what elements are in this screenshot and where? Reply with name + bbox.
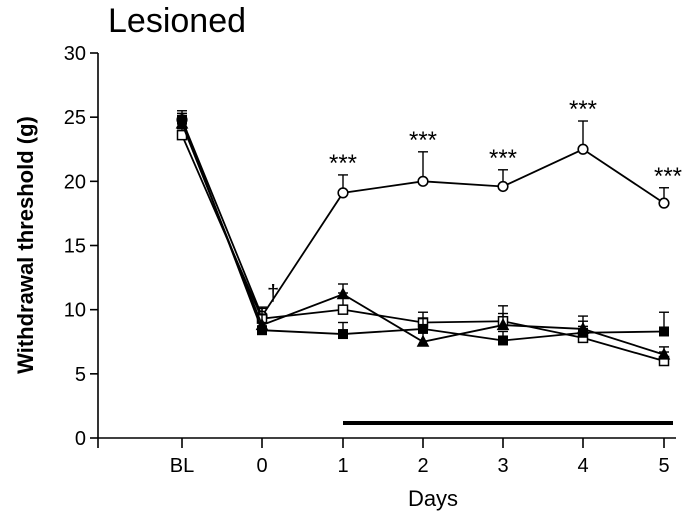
chart-title: Lesioned xyxy=(108,2,247,40)
significance-annotation: *** xyxy=(654,163,682,190)
data-point xyxy=(418,323,428,334)
y-tick-label: 25 xyxy=(64,107,86,129)
series-4 xyxy=(177,110,669,346)
significance-annotation: *** xyxy=(489,145,517,172)
x-tick-label: 3 xyxy=(497,455,508,477)
significance-annotation: *** xyxy=(409,127,437,154)
data-point xyxy=(658,197,670,209)
y-tick-label: 30 xyxy=(64,43,86,65)
x-tick-label: 1 xyxy=(337,455,348,477)
data-point xyxy=(257,325,267,336)
x-tick-label: 2 xyxy=(417,455,428,477)
data-point xyxy=(338,329,348,340)
data-point xyxy=(498,335,508,346)
y-tick-label: 5 xyxy=(75,364,86,386)
data-point xyxy=(659,326,669,337)
y-axis-label: Withdrawal threshold (g) xyxy=(13,116,38,374)
data-point xyxy=(577,143,589,155)
data-point xyxy=(497,180,509,193)
data-point xyxy=(177,114,187,125)
data-point xyxy=(657,347,671,360)
data-point xyxy=(578,327,588,338)
data-point xyxy=(416,334,430,347)
x-tick-label: 5 xyxy=(658,455,669,477)
data-point xyxy=(337,187,349,199)
significance-annotation: *** xyxy=(329,150,357,177)
y-tick-label: 20 xyxy=(64,171,86,193)
x-tick-label: 4 xyxy=(577,455,588,477)
y-tick-label: 15 xyxy=(64,236,86,258)
axes: 0 5 10 15 20 25 30 BL 0 1 2 3 4 5 xyxy=(64,43,676,477)
x-tick-label: 0 xyxy=(256,455,267,477)
series-layer xyxy=(175,110,671,367)
significance-annotation: *** xyxy=(569,96,597,123)
data-point xyxy=(336,287,350,300)
data-point xyxy=(337,304,349,315)
dagger-annotation: † xyxy=(267,280,279,305)
y-tick-label: 10 xyxy=(64,300,86,322)
data-point xyxy=(417,175,429,187)
x-axis-label: Days xyxy=(408,486,458,511)
data-point xyxy=(496,317,510,331)
y-tick-label: 0 xyxy=(75,428,86,450)
x-tick-label: BL xyxy=(170,455,194,477)
annotations-layer: † *** *** *** *** *** xyxy=(267,96,682,305)
